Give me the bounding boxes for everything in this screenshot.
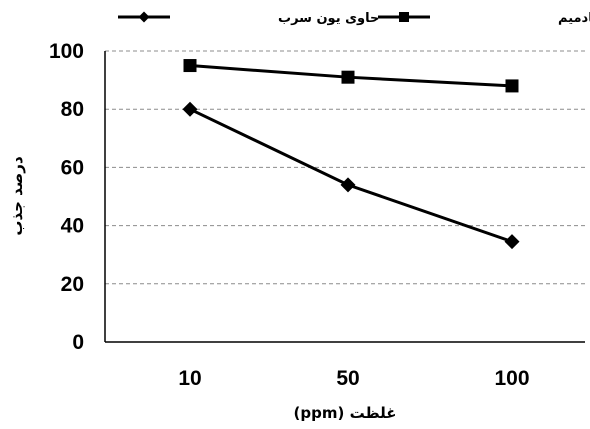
series-line-lead <box>189 107 513 244</box>
legend-label-lead-cadmium: حاوی یون های سرب وکادمیم <box>558 11 590 26</box>
series-lead-cadmium <box>183 59 519 93</box>
y-tick-label-0: 0 <box>72 331 84 354</box>
data-point-lead-50 <box>340 177 356 193</box>
data-point-lead-100 <box>504 234 520 250</box>
data-point-lead-10 <box>182 101 198 117</box>
legend-marker-lead <box>138 11 150 23</box>
legend-label-lead: حاوی یون سرب <box>278 11 379 26</box>
y-tick-label-60: 60 <box>61 156 84 179</box>
data-point-lead-cadmium-100 <box>505 79 519 93</box>
x-tick-label-100: 100 <box>494 367 529 390</box>
legend-item-lead: حاوی یون سرب <box>118 11 379 26</box>
legend: حاوی یون سرب حاوی یون های سرب وکادمیم <box>118 11 590 26</box>
x-axis-title: غلظت (ppm) <box>294 404 397 422</box>
y-tick-label-100: 100 <box>49 40 84 63</box>
series <box>182 59 520 250</box>
legend-marker-lead-cadmium <box>399 12 409 22</box>
y-tick-label-20: 20 <box>61 273 84 296</box>
x-tick-label-10: 10 <box>178 367 201 390</box>
y-tick-label-80: 80 <box>61 98 84 121</box>
legend-item-lead-cadmium: حاوی یون های سرب وکادمیم <box>378 11 590 26</box>
data-point-lead-cadmium-10 <box>183 59 197 73</box>
y-axis-title: درصد جذب <box>8 156 26 236</box>
tick-labels: 0 20 40 60 80 100 10 50 100 <box>49 40 530 390</box>
axes <box>104 51 585 343</box>
y-tick-label-40: 40 <box>61 215 84 238</box>
data-point-lead-cadmium-50 <box>341 70 355 84</box>
x-tick-label-50: 50 <box>336 367 359 390</box>
series-lead <box>182 101 520 250</box>
